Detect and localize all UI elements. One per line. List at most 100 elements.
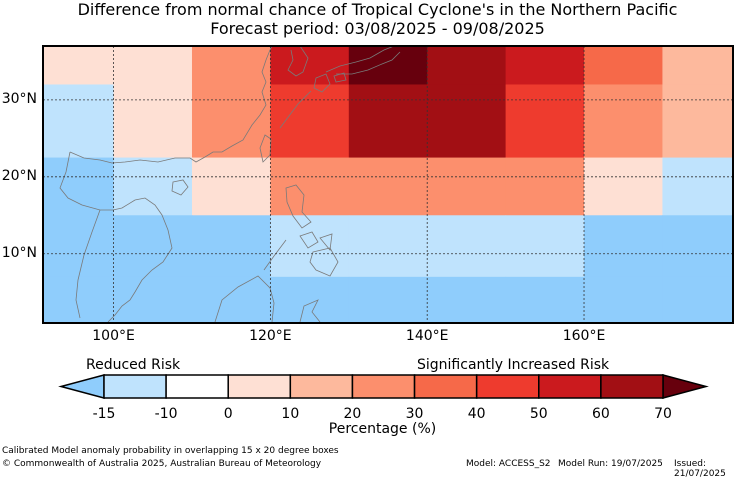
grid-cell xyxy=(348,157,428,216)
grid-cell xyxy=(505,215,585,278)
x-tick-label: 100°E xyxy=(92,328,135,344)
grid-cell xyxy=(191,46,271,85)
model-name: Model: ACCESS_S2 xyxy=(466,459,551,469)
ryukyu-islands xyxy=(279,90,312,129)
grid-cell xyxy=(427,46,507,85)
island-mindanao xyxy=(309,247,339,277)
grid-cell xyxy=(505,276,585,324)
colorbar-axis-label: Percentage (%) xyxy=(328,421,437,437)
colorbar-segment xyxy=(165,374,229,399)
x-tick-label: 120°E xyxy=(249,328,292,344)
chart-title: Difference from normal chance of Tropica… xyxy=(77,0,678,19)
island-sulawesi xyxy=(299,299,321,323)
model-run: Model Run: 19/07/2025 xyxy=(558,459,663,469)
island-luzon xyxy=(285,184,312,229)
grid-cell xyxy=(270,84,350,159)
grid-cell xyxy=(662,157,734,216)
x-tick-label: 140°E xyxy=(405,328,449,344)
grid-cell xyxy=(43,157,115,216)
island-visayas xyxy=(299,231,333,251)
grid-cell xyxy=(584,276,663,324)
grid-cell xyxy=(584,157,663,216)
x-tick-label: 160°E xyxy=(562,328,606,344)
colorbar-tick-label: -15 xyxy=(92,406,116,422)
coastline-asia xyxy=(69,45,273,164)
colorbar-segment xyxy=(289,374,354,399)
grid-cell xyxy=(113,276,193,324)
colorbar-segment xyxy=(227,374,292,399)
increased-risk-label: Significantly Increased Risk xyxy=(417,357,610,373)
grid-cell xyxy=(584,215,663,278)
grid-cell xyxy=(427,276,507,324)
colorbar-tick-label: -10 xyxy=(154,406,178,422)
colorbar-under-arrow xyxy=(58,374,105,399)
coastline xyxy=(59,45,401,323)
colorbar-tick-label: 20 xyxy=(343,406,362,422)
copyright: © Commonwealth of Australia 2025, Austra… xyxy=(2,459,322,469)
colorbar-over-arrow xyxy=(662,374,709,399)
grid-cell xyxy=(270,276,350,324)
colorbar-tick-label: 70 xyxy=(654,406,672,422)
forecast-period: Forecast period: 03/08/2025 - 09/08/2025 xyxy=(210,19,545,38)
y-tick-label: 10°N xyxy=(1,244,37,261)
coastline-indochina xyxy=(59,151,173,323)
grid-cell xyxy=(113,46,193,85)
colorbar-tick-label: 40 xyxy=(467,406,486,422)
colorbar-segment xyxy=(475,374,540,399)
grid-cell xyxy=(43,276,115,324)
anomaly-grid xyxy=(43,46,734,324)
grid-cell xyxy=(427,157,507,216)
colorbar-segment xyxy=(413,374,478,399)
grid-cell xyxy=(270,46,350,85)
grid-cell xyxy=(191,276,271,324)
grid-cell xyxy=(662,276,734,324)
issue-date: Issued: 21/07/2025 xyxy=(674,459,726,479)
grid-cell xyxy=(191,215,271,278)
island-kyushu xyxy=(313,73,331,93)
colorbar xyxy=(58,374,709,399)
grid-cell xyxy=(43,215,115,278)
grid-cell xyxy=(191,157,271,216)
caption: Calibrated Model anomaly probability in … xyxy=(2,446,339,456)
grid-cell xyxy=(427,84,507,159)
grid-cell xyxy=(270,157,350,216)
colorbar-segment xyxy=(103,374,167,399)
grid-cell xyxy=(113,157,193,216)
graticule xyxy=(43,46,733,323)
colorbar-tick-label: 10 xyxy=(281,406,300,422)
colorbar-segment xyxy=(600,374,664,399)
y-tick-label: 30°N xyxy=(1,90,37,107)
grid-cell xyxy=(505,84,585,159)
y-tick-label: 20°N xyxy=(1,167,37,184)
grid-cell xyxy=(270,215,350,278)
grid-cell xyxy=(427,215,507,278)
colorbar-tick-label: 30 xyxy=(405,406,424,422)
map-frame xyxy=(42,45,734,324)
korea-peninsula xyxy=(287,45,309,77)
island-borneo xyxy=(214,275,275,323)
grid-cell xyxy=(662,46,734,85)
grid-cell xyxy=(662,84,734,159)
reduced-risk-label: Reduced Risk xyxy=(86,357,181,373)
grid-cell xyxy=(348,84,428,159)
colorbar-tick-label: 50 xyxy=(529,406,548,422)
island-palawan xyxy=(263,239,287,271)
colorbar-segment xyxy=(538,374,602,399)
grid-cell xyxy=(584,46,663,85)
colorbar-tick-label: 60 xyxy=(591,406,610,422)
grid-cell xyxy=(43,84,115,159)
grid-cell xyxy=(505,157,585,216)
grid-cell xyxy=(348,215,428,278)
grid-cell xyxy=(348,46,428,85)
colorbar-tick-label: 0 xyxy=(223,406,233,422)
grid-cell xyxy=(191,84,271,159)
coastline-malay xyxy=(75,209,101,319)
grid-cell xyxy=(348,276,428,324)
grid-cell xyxy=(505,46,585,85)
colorbar-segment xyxy=(351,374,416,399)
grid-cell xyxy=(113,215,193,278)
grid-cell xyxy=(43,46,115,85)
grid-cell xyxy=(662,215,734,278)
grid-cell xyxy=(584,84,663,159)
